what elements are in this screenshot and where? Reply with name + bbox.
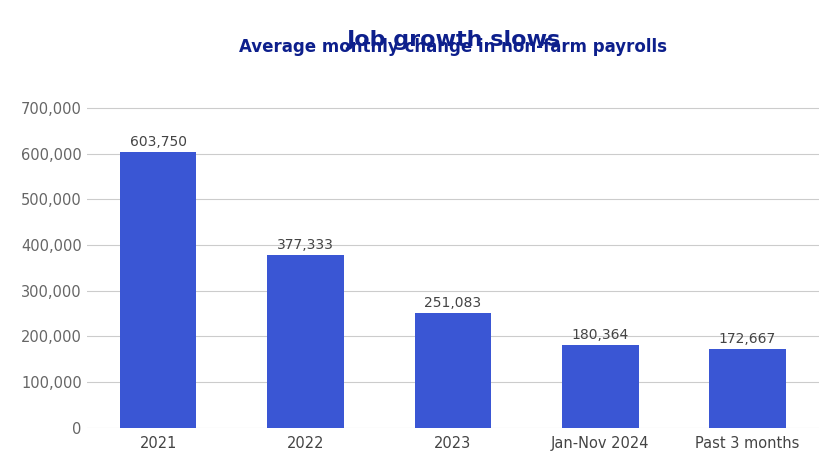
Bar [267,255,344,428]
Bar [120,152,197,428]
Bar [415,313,491,428]
Text: 172,667: 172,667 [719,332,776,346]
Bar [709,349,786,428]
Bar [562,346,638,428]
Text: Average monthly change in non-farm payrolls: Average monthly change in non-farm payro… [239,38,667,56]
Text: 603,750: 603,750 [129,135,186,149]
Text: 251,083: 251,083 [424,296,481,310]
Text: 180,364: 180,364 [571,328,629,342]
Text: 377,333: 377,333 [277,238,334,252]
Title: Job growth slows: Job growth slows [346,30,560,50]
